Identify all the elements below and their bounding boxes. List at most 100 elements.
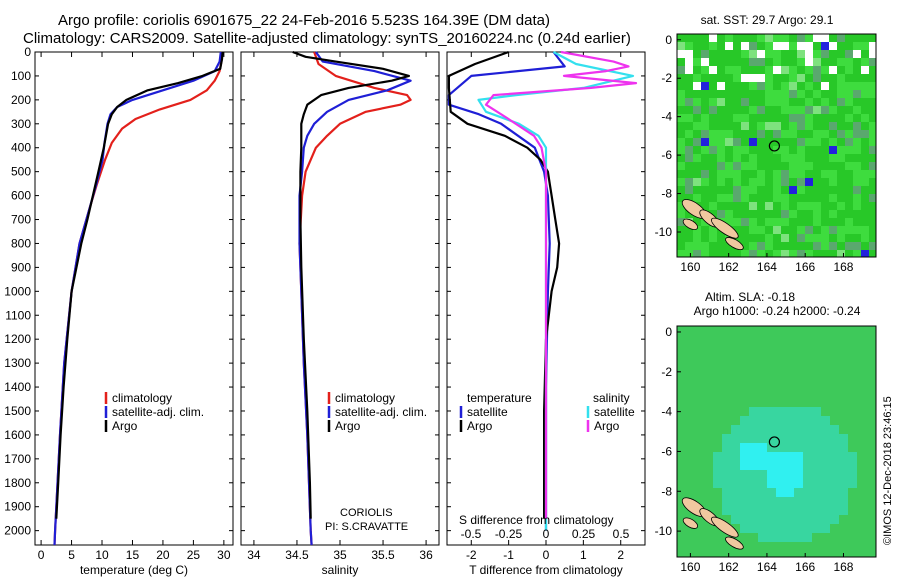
map-cell	[767, 497, 776, 506]
map-cell	[781, 154, 789, 162]
map-cell	[749, 218, 757, 226]
map-cell	[749, 74, 757, 82]
map-cell	[677, 234, 685, 242]
map-cell	[677, 154, 685, 162]
map-cell	[749, 551, 758, 557]
legend-s-heading: salinity	[593, 391, 630, 405]
map-cell	[722, 371, 731, 380]
map-cell	[848, 407, 857, 416]
map-cell	[845, 146, 853, 154]
map-cell	[749, 533, 758, 542]
map-cell	[686, 371, 695, 380]
map-cell	[813, 114, 821, 122]
map-cell	[695, 344, 704, 353]
lat-tick-label: 0	[665, 33, 672, 47]
map-cell	[773, 194, 781, 202]
map-cell	[704, 434, 713, 443]
map-cell	[695, 524, 704, 533]
map-cell	[837, 170, 845, 178]
map-cell	[677, 170, 685, 178]
map-cell	[685, 66, 693, 74]
map-cell	[821, 234, 829, 242]
map-cell	[812, 497, 821, 506]
map-cell	[677, 407, 686, 416]
map-cell	[866, 479, 875, 488]
map-cell	[704, 362, 713, 371]
map-cell	[853, 202, 861, 210]
map-cell	[695, 443, 704, 452]
map-cell	[821, 335, 830, 344]
map-cell	[853, 122, 861, 130]
series-line-t-argo	[447, 50, 561, 519]
map-cell	[861, 242, 869, 250]
lon-tick-label: 162	[719, 560, 739, 574]
depth-tick-label: 300	[11, 117, 31, 131]
map-cell	[866, 533, 875, 542]
map-cell	[757, 162, 765, 170]
map-cell	[773, 74, 781, 82]
map-cell	[767, 344, 776, 353]
map-cell	[677, 452, 686, 461]
map-cell	[757, 74, 765, 82]
map-cell	[685, 98, 693, 106]
map-cell	[749, 344, 758, 353]
map-cell	[749, 416, 758, 425]
map-cell	[776, 344, 785, 353]
map-cell	[765, 226, 773, 234]
map-cell	[848, 371, 857, 380]
map-cell	[797, 42, 805, 50]
map-cell	[781, 82, 789, 90]
map-cell	[773, 210, 781, 218]
s-tick-label: 0.5	[613, 527, 630, 541]
map-cell	[709, 98, 717, 106]
map-cell	[805, 146, 813, 154]
map-cell	[845, 178, 853, 186]
map-cell	[837, 146, 845, 154]
map-cell	[709, 186, 717, 194]
map-cell	[857, 425, 866, 434]
map-cell	[821, 515, 830, 524]
x-tick-label: 15	[126, 548, 140, 562]
map-cell	[701, 42, 709, 50]
map-cell	[749, 146, 757, 154]
map-cell	[830, 326, 839, 335]
map-cell	[733, 154, 741, 162]
map-cell	[837, 242, 845, 250]
map-cell	[857, 398, 866, 407]
map-cell	[789, 122, 797, 130]
map-cell	[803, 452, 812, 461]
map-cell	[866, 344, 875, 353]
lat-tick-label: 0	[665, 325, 672, 339]
map-cell	[839, 542, 848, 551]
map-cell	[813, 242, 821, 250]
lat-tick-label: -8	[661, 484, 672, 498]
map-cell	[797, 90, 805, 98]
map-cell	[794, 416, 803, 425]
map-cell	[725, 130, 733, 138]
map-cell	[776, 542, 785, 551]
map-cell	[773, 82, 781, 90]
lon-tick-label: 168	[833, 260, 853, 274]
map-cell	[821, 362, 830, 371]
map-cell	[845, 186, 853, 194]
map-cell	[781, 186, 789, 194]
map-cell	[803, 551, 812, 557]
map-cell	[765, 74, 773, 82]
map-cell	[813, 50, 821, 58]
map-cell	[837, 66, 845, 74]
map-cell	[812, 416, 821, 425]
map-cell	[857, 533, 866, 542]
map-cell	[677, 344, 686, 353]
map-cell	[794, 443, 803, 452]
map-cell	[740, 515, 749, 524]
map-cell	[717, 90, 725, 98]
map-cell	[812, 506, 821, 515]
salinity-chart: 34 34.5 35 35.5 36	[241, 50, 439, 562]
map-cell	[758, 353, 767, 362]
map-cell	[812, 443, 821, 452]
map-cell	[731, 344, 740, 353]
map-cell	[797, 210, 805, 218]
map-cell	[695, 479, 704, 488]
map-cell	[813, 146, 821, 154]
depth-tick-label: 700	[11, 213, 31, 227]
